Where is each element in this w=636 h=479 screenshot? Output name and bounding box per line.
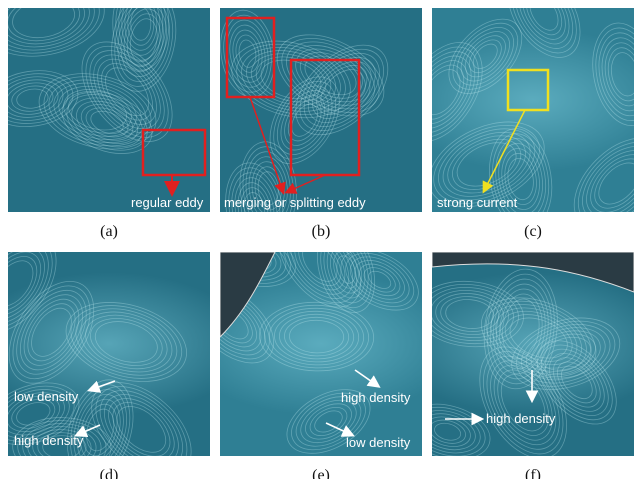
annotation: high density bbox=[341, 390, 411, 405]
flow-panel bbox=[0, 0, 210, 212]
caption: (f) bbox=[525, 467, 541, 479]
annotation: merging or splitting eddy bbox=[224, 195, 366, 210]
caption: (d) bbox=[100, 467, 119, 479]
flow-panel bbox=[178, 203, 462, 467]
flow-panel bbox=[392, 252, 636, 473]
figure: (a) (b) (c) (d) (e) (f) regular eddy merging o… bbox=[0, 0, 636, 479]
glow bbox=[392, 28, 636, 171]
flow-panel bbox=[215, 6, 422, 259]
annotation: low density bbox=[14, 389, 79, 404]
caption: (b) bbox=[312, 223, 331, 240]
caption: (e) bbox=[312, 467, 330, 479]
annotation: low density bbox=[346, 435, 411, 450]
caption: (c) bbox=[524, 223, 542, 240]
annotation: regular eddy bbox=[131, 195, 204, 210]
annotation: strong current bbox=[437, 195, 518, 210]
annotation: high density bbox=[486, 411, 556, 426]
caption: (a) bbox=[100, 223, 118, 240]
annotation: high density bbox=[14, 433, 84, 448]
glow bbox=[392, 272, 636, 415]
